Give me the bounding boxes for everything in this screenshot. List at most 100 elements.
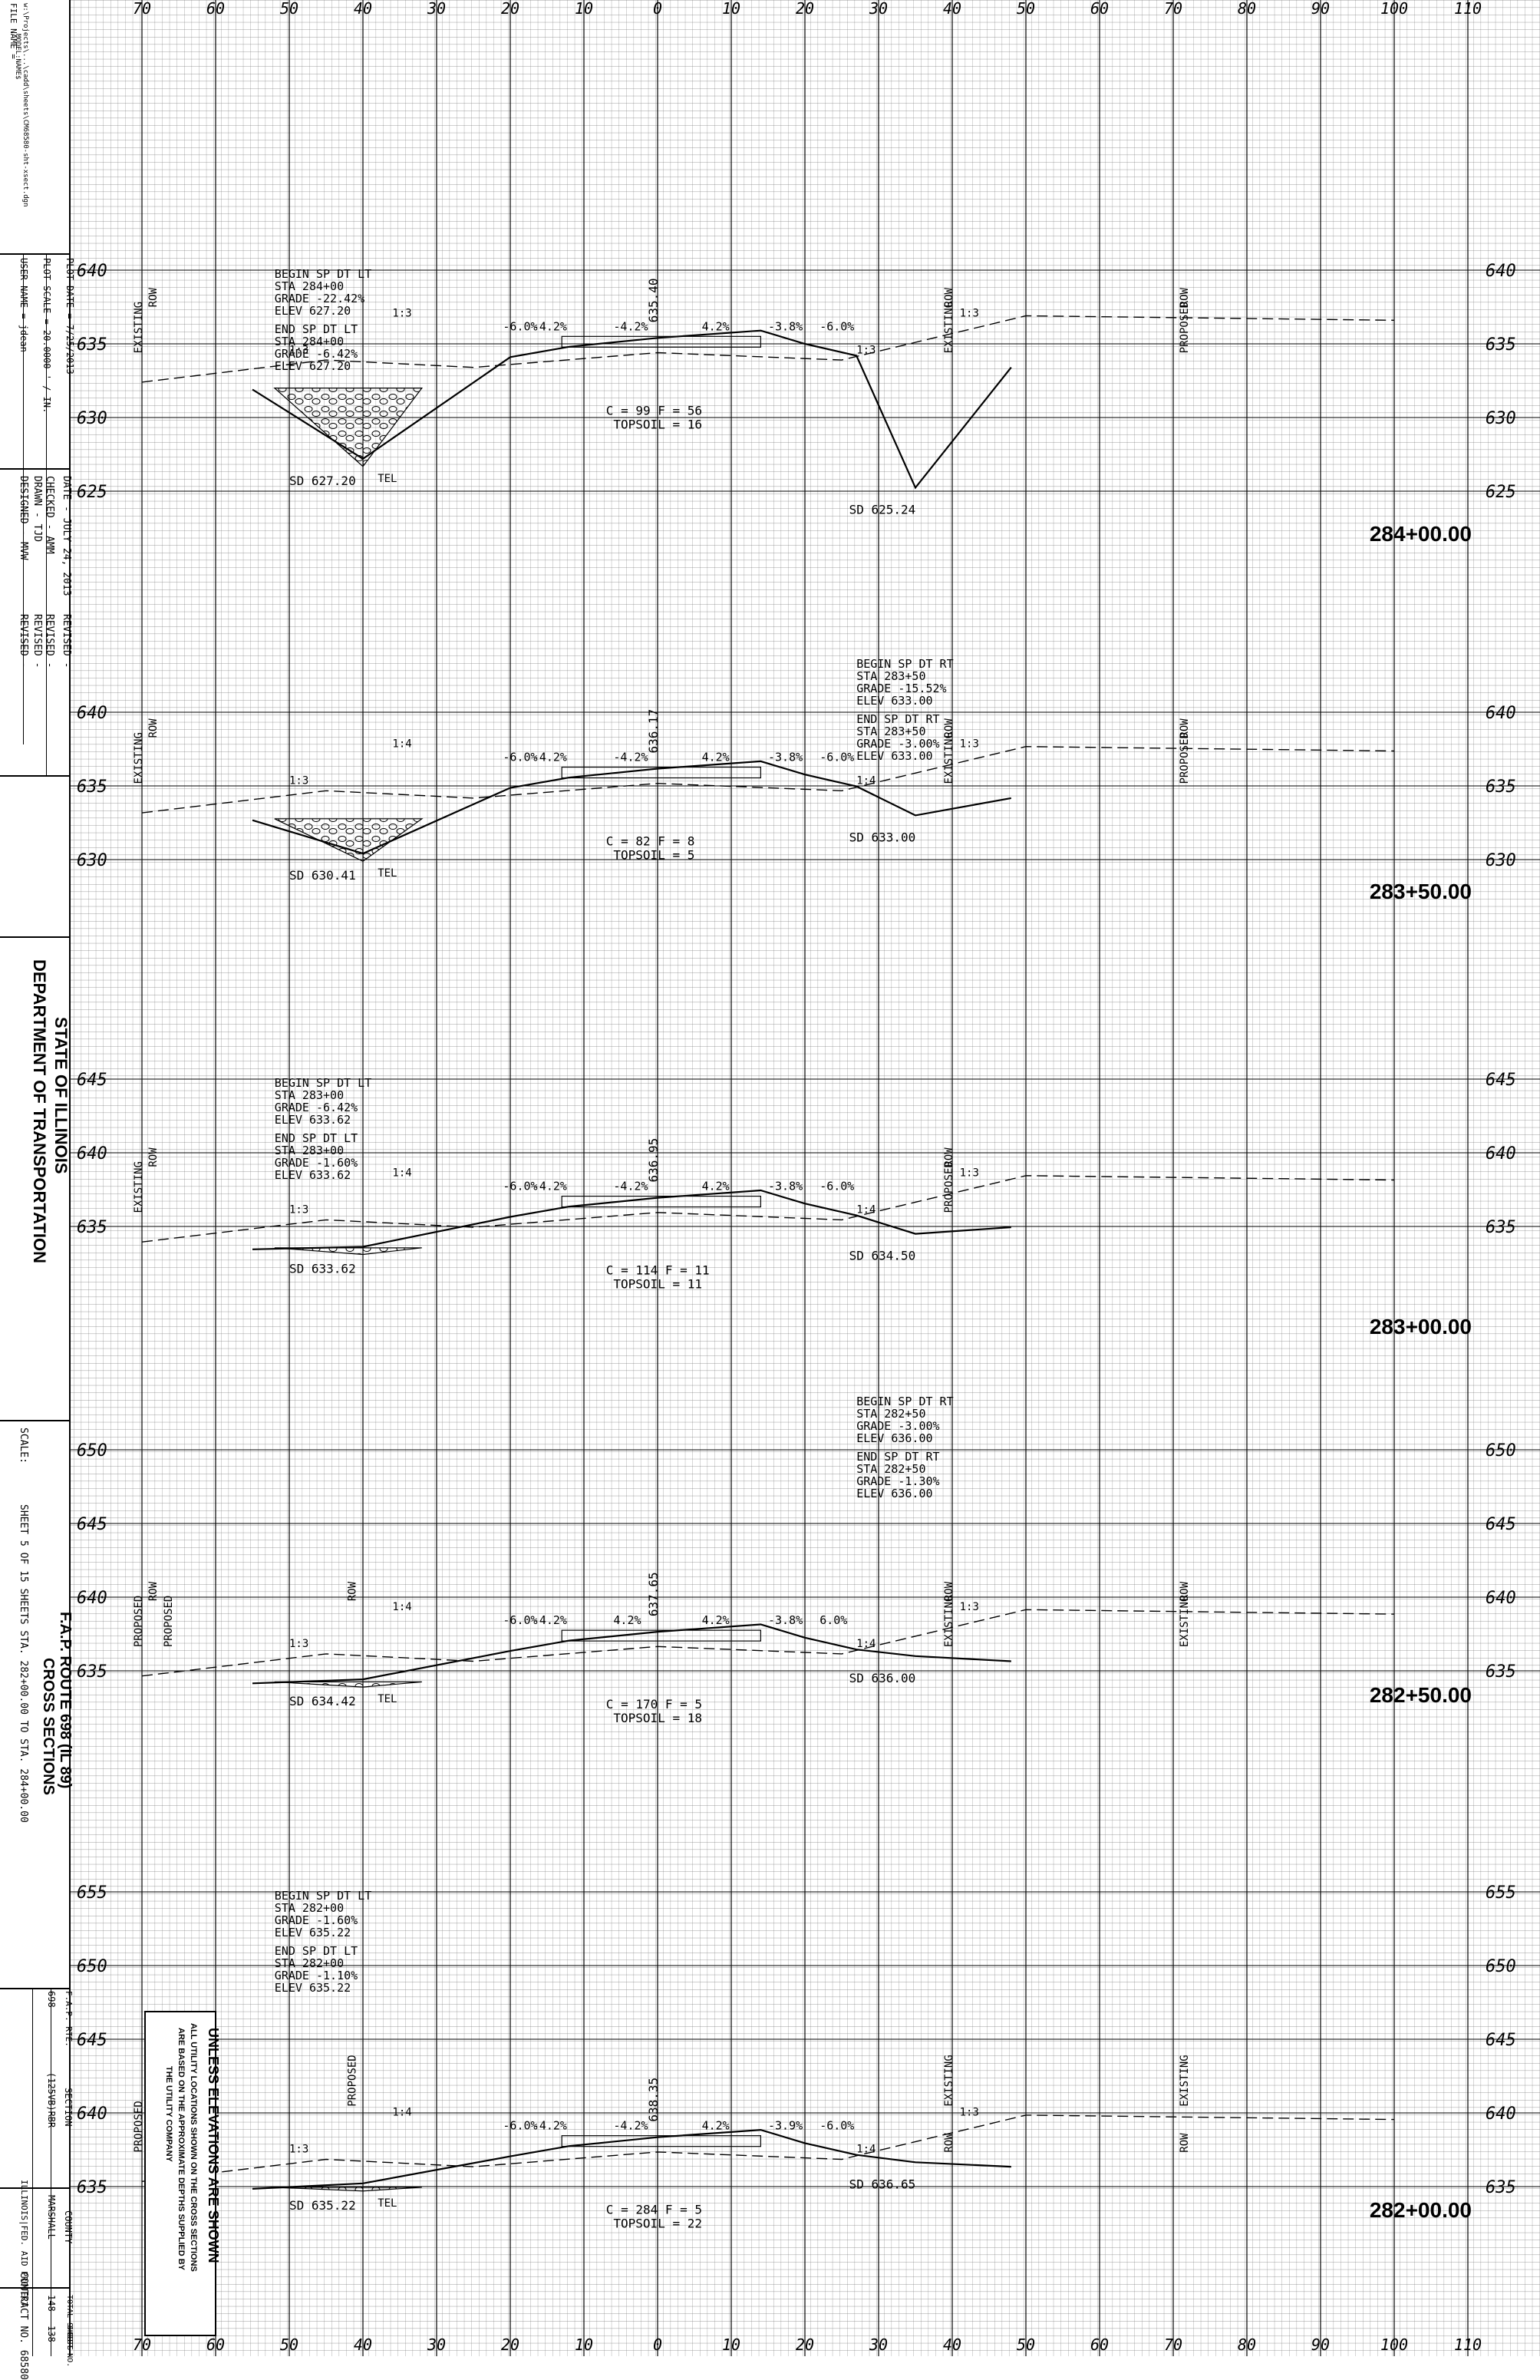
pavement-slab [561, 1195, 762, 1208]
subsurface-drain-note-left: ELEV 635.22 [275, 1926, 351, 1939]
boundary-label: ROW [1179, 718, 1191, 738]
elevation-label-right: 635 [1486, 2178, 1516, 2197]
existing-ground [141, 315, 1395, 383]
elevation-label-left: 645 [77, 2031, 107, 2050]
offset-label-bottom: 10 [722, 2335, 740, 2354]
subsurface-drain-note-left: GRADE -1.60% [275, 1156, 358, 1170]
offset-label-bottom: 60 [206, 2335, 225, 2354]
elevation-label-right: 655 [1486, 1883, 1516, 1903]
offset-label-bottom: 110 [1454, 2335, 1482, 2354]
section-label: SECTION [63, 2088, 74, 2127]
drawn: DRAWN - TJD [31, 476, 43, 543]
cross-slope-label: 4.2% [613, 1613, 641, 1627]
centerline-elevation: 638.35 [646, 2078, 661, 2122]
elevation-label-left: 635 [77, 2178, 107, 2197]
ditch-elevation-right: SD 634.50 [849, 1249, 916, 1263]
cross-slope-label: -4.2% [533, 2119, 567, 2133]
offset-label-bottom: 100 [1380, 2335, 1408, 2354]
station-label: 282+50.00 [1370, 1683, 1472, 1707]
ditch-elevation-left: SD 634.42 [289, 1694, 356, 1708]
elevation-label-left: 635 [77, 1662, 107, 1682]
boundary-label: EXISTING [133, 1161, 145, 1213]
existing-ground [141, 1609, 1395, 1677]
sheet-no: 138 [46, 2326, 57, 2342]
cross-slope-label: 4.2% [702, 1180, 730, 1193]
ditch-elevation-right: SD 625.24 [849, 502, 916, 517]
subsurface-drain-note-right: GRADE -15.52% [856, 682, 946, 695]
pavement-slab [561, 335, 762, 348]
elevation-label-right: 640 [1486, 704, 1516, 723]
elevation-label-right: 645 [1486, 2031, 1516, 2050]
ditch-elevation-left: SD 635.22 [289, 2198, 356, 2213]
boundary-label: PROPOSED [1179, 302, 1191, 353]
fap-rte-label: F.A.P. RTE. [64, 1991, 74, 2047]
pavement-slab [561, 2135, 762, 2147]
cross-slope-label: -4.2% [613, 2119, 648, 2133]
side-slope-ratio: 1:3 [960, 307, 979, 319]
ditch-elevation-right: SD 633.00 [849, 830, 916, 844]
grid-axes: 7070606050504040303020201010001010202030… [68, 0, 1482, 2356]
elevation-label-right: 625 [1486, 483, 1516, 502]
tel-label: TEL [378, 1693, 397, 1705]
elevation-label-left: 655 [77, 1883, 107, 1903]
subsurface-drain-note-right: GRADE -3.00% [856, 1419, 939, 1433]
subsurface-drain-note-right: STA 283+50 [856, 725, 925, 738]
sheet-no-label: SHEET NO. [65, 2326, 74, 2368]
subsurface-drain-note-right: GRADE -1.30% [856, 1474, 939, 1488]
checked: CHECKED - AMM [44, 476, 55, 554]
boundary-label: ROW [346, 1581, 358, 1601]
route-line-2: CROSS SECTIONS [40, 1658, 57, 1795]
boundary-label: PROPOSED [943, 1161, 955, 1213]
subsurface-drain-note-right: BEGIN SP DT RT [856, 657, 953, 671]
elevation-label-right: 640 [1486, 2104, 1516, 2124]
boundary-label: ROW [1179, 1581, 1191, 1601]
subsurface-drain-note-right: GRADE -3.00% [856, 737, 939, 751]
note-line-4: THE UTILITY COMPANY [164, 2066, 173, 2162]
boundary-label: PROPOSED [1179, 732, 1191, 784]
file-path: w:\Projects\...\cadd\sheets\CM68580-sht-… [21, 3, 29, 207]
centerline-elevation: 636.95 [646, 1138, 661, 1183]
cross-slope-label: -3.8% [768, 1613, 803, 1627]
boundary-label: EXISTING [133, 302, 145, 353]
cross-slope-label: 4.2% [702, 319, 730, 333]
offset-label-top: 60 [1090, 0, 1109, 18]
elevation-label-right: 630 [1486, 409, 1516, 428]
cross-slope-label: -6.0% [819, 751, 854, 764]
plot-date: PLOT DATE = 7/25/2013 [64, 258, 75, 375]
offset-label-top: 50 [280, 0, 298, 18]
designed: DESIGNED - MVW [18, 476, 29, 560]
station-label: 283+50.00 [1370, 880, 1472, 903]
offset-label-top: 20 [796, 0, 814, 18]
elevation-label-right: 635 [1486, 1662, 1516, 1682]
elevation-label-left: 625 [77, 483, 107, 502]
centerline-elevation: 635.40 [646, 279, 661, 323]
cross-section-283+00.00: 645 645 640 640 635 635 283+00.00 636.95 C = 114… [69, 1071, 1540, 1339]
user-name: USER NAME = jdean [18, 258, 29, 352]
elevation-label-right: 640 [1486, 1144, 1516, 1164]
offset-label-bottom: 70 [1164, 2335, 1182, 2354]
elevation-label-left: 630 [77, 851, 107, 870]
side-slope-ratio: 1:3 [289, 1638, 308, 1650]
subsurface-drain-note-right: ELEV 633.00 [856, 749, 932, 763]
elevation-label-right: 635 [1486, 777, 1516, 797]
centerline-elevation: 636.17 [646, 709, 661, 754]
cross-slope-label: -4.2% [533, 751, 567, 764]
earthwork-quantities: C = 284 F = 5 [606, 2203, 702, 2217]
offset-label-bottom: 30 [427, 2335, 446, 2354]
side-slope-ratio: 1:4 [856, 1638, 876, 1650]
subsurface-drain-note-right: STA 283+50 [856, 669, 925, 683]
offset-label-bottom: 90 [1311, 2335, 1330, 2354]
station-label: 282+00.00 [1370, 2198, 1472, 2222]
subsurface-drain-note-right: ELEV 633.00 [856, 694, 932, 708]
boundary-label: ROW [147, 1581, 160, 1601]
side-slope-ratio: 1:4 [856, 1204, 876, 1216]
elevation-label-left: 640 [77, 704, 107, 723]
subsurface-drain-note-left: GRADE -1.10% [275, 1969, 358, 1982]
subsurface-drain-note-right: ELEV 636.00 [856, 1487, 932, 1500]
elevation-label-right: 635 [1486, 1218, 1516, 1237]
offset-label-bottom: 40 [943, 2335, 961, 2354]
offset-label-top: 70 [133, 0, 151, 18]
subsurface-drain-note-left: ELEV 633.62 [275, 1168, 351, 1182]
elevation-label-left: 640 [77, 262, 107, 281]
